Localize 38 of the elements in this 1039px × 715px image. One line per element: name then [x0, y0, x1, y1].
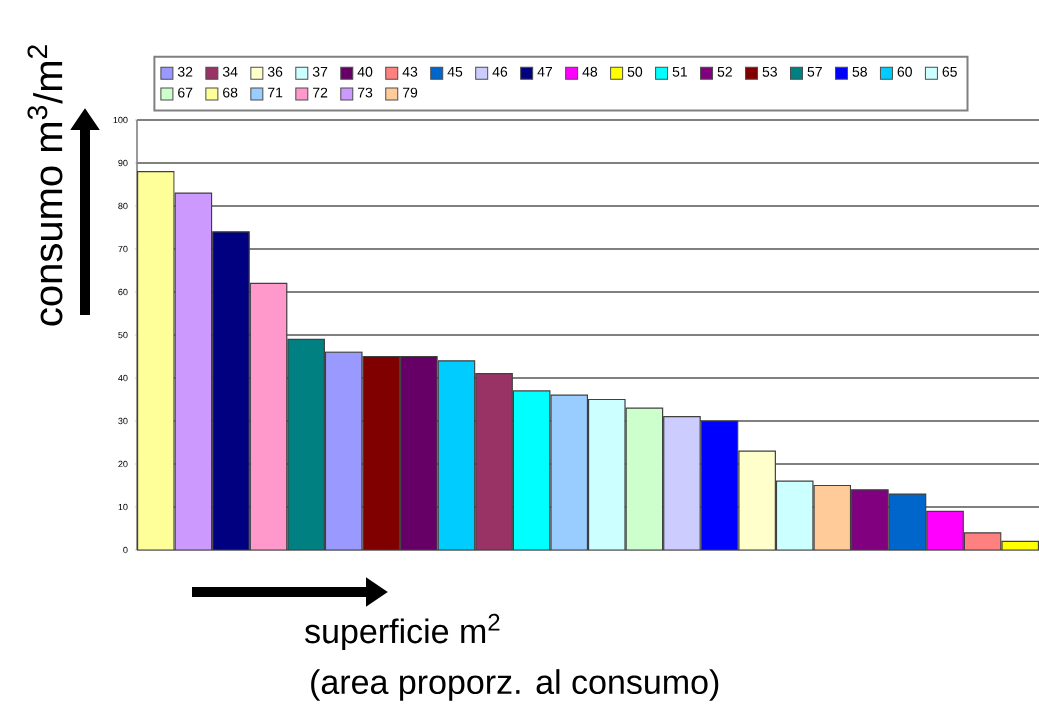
- legend-label: 36: [267, 66, 283, 77]
- legend-label: 71: [268, 87, 283, 98]
- y-tick-label: 50: [118, 331, 128, 339]
- legend-label: 67: [178, 87, 193, 98]
- legend-label: 79: [402, 87, 418, 98]
- legend-label: 43: [402, 66, 418, 77]
- y-tick-label: 40: [118, 374, 128, 382]
- legend-label: 50: [627, 66, 643, 77]
- legend-label: 40: [357, 66, 373, 77]
- y-tick-label: 100: [113, 116, 128, 124]
- legend-label: 72: [313, 87, 328, 98]
- y-tick-label: 90: [118, 159, 128, 167]
- legend-label: 32: [177, 66, 193, 77]
- legend-label: 68: [223, 87, 238, 98]
- legend-label: 51: [672, 66, 687, 77]
- y-axis-title: consumo m$^{3}$/m$^{2}$: [27, 45, 63, 326]
- legend-label: 48: [582, 66, 598, 77]
- legend-label: 60: [897, 66, 912, 77]
- y-tick-label: 10: [118, 503, 128, 511]
- legend-label: 46: [492, 66, 508, 77]
- legend-label: 47: [537, 66, 553, 77]
- y-tick-label: 0: [123, 546, 128, 554]
- legend-label: 65: [942, 66, 957, 77]
- legend-label: 57: [807, 66, 822, 77]
- legend-label: 58: [852, 66, 867, 77]
- y-tick-label: 30: [118, 417, 128, 425]
- y-tick-label: 80: [118, 202, 128, 210]
- legend-label: 45: [447, 66, 463, 77]
- legend-label: 37: [312, 66, 328, 77]
- x-axis-title: superficie m$^{2}$: [305, 613, 500, 651]
- legend-label: 53: [762, 66, 777, 77]
- y-tick-label: 60: [118, 288, 128, 296]
- legend-label: 34: [222, 66, 238, 77]
- legend-label: 73: [358, 87, 373, 98]
- y-tick-label: 20: [118, 460, 128, 468]
- y-tick-label: 70: [118, 245, 128, 253]
- text: (area proporz. al consumo): [311, 669, 719, 701]
- legend-label: 52: [717, 66, 732, 77]
